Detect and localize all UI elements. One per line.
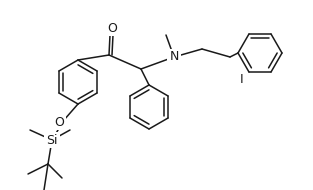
Text: I: I — [240, 73, 244, 86]
Text: N: N — [169, 51, 179, 63]
Text: O: O — [54, 116, 64, 128]
Text: O: O — [107, 21, 117, 35]
Text: Si: Si — [46, 134, 58, 146]
